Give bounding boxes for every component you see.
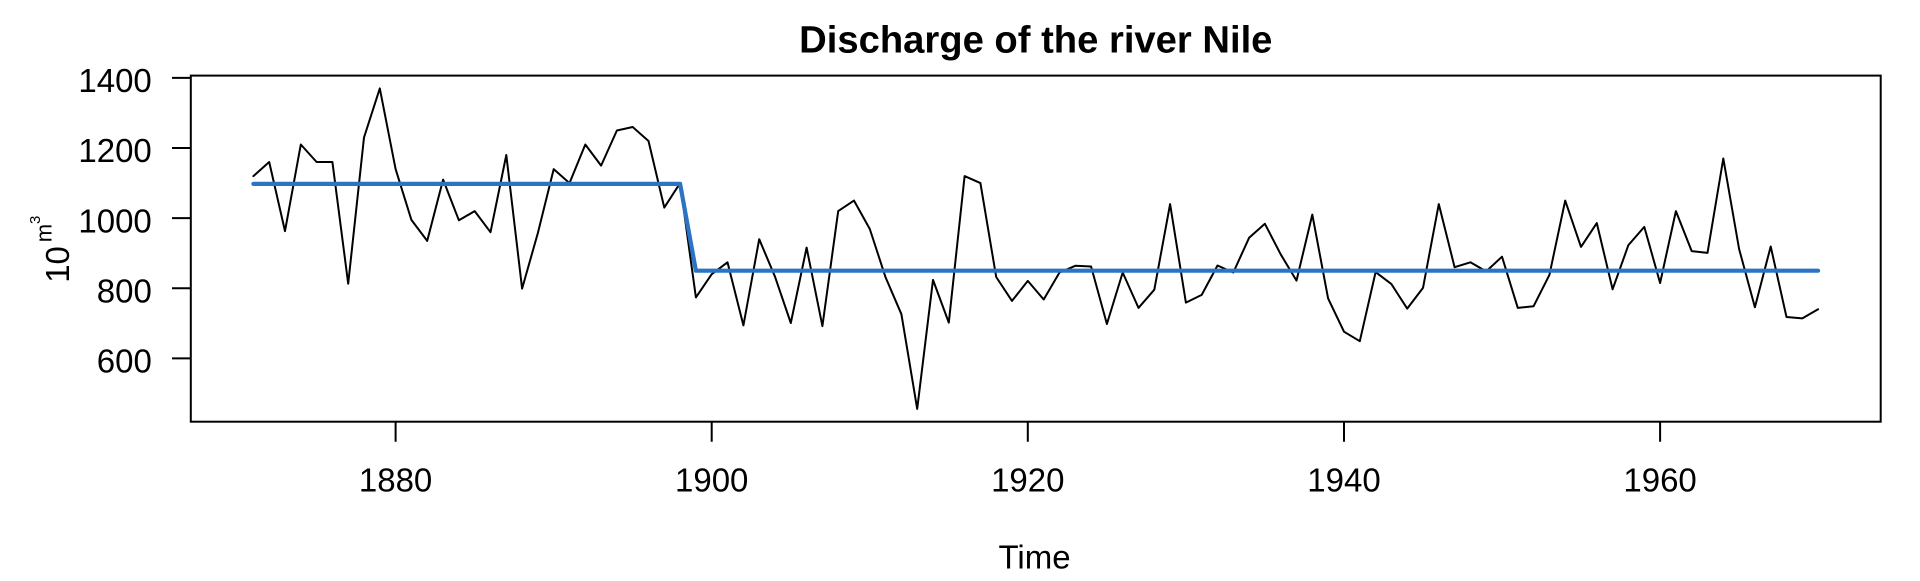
svg-text:1880: 1880	[359, 462, 432, 499]
svg-text:800: 800	[97, 273, 152, 310]
svg-text:Discharge of the river Nile: Discharge of the river Nile	[799, 19, 1272, 62]
svg-text:Time: Time	[998, 538, 1070, 575]
svg-text:1900: 1900	[675, 462, 748, 499]
svg-text:1000: 1000	[78, 202, 151, 239]
svg-text:1940: 1940	[1307, 462, 1380, 499]
svg-text:600: 600	[97, 343, 152, 380]
svg-text:1400: 1400	[78, 62, 151, 99]
svg-text:1920: 1920	[991, 462, 1064, 499]
svg-text:1960: 1960	[1623, 462, 1696, 499]
svg-text:1200: 1200	[78, 132, 151, 169]
